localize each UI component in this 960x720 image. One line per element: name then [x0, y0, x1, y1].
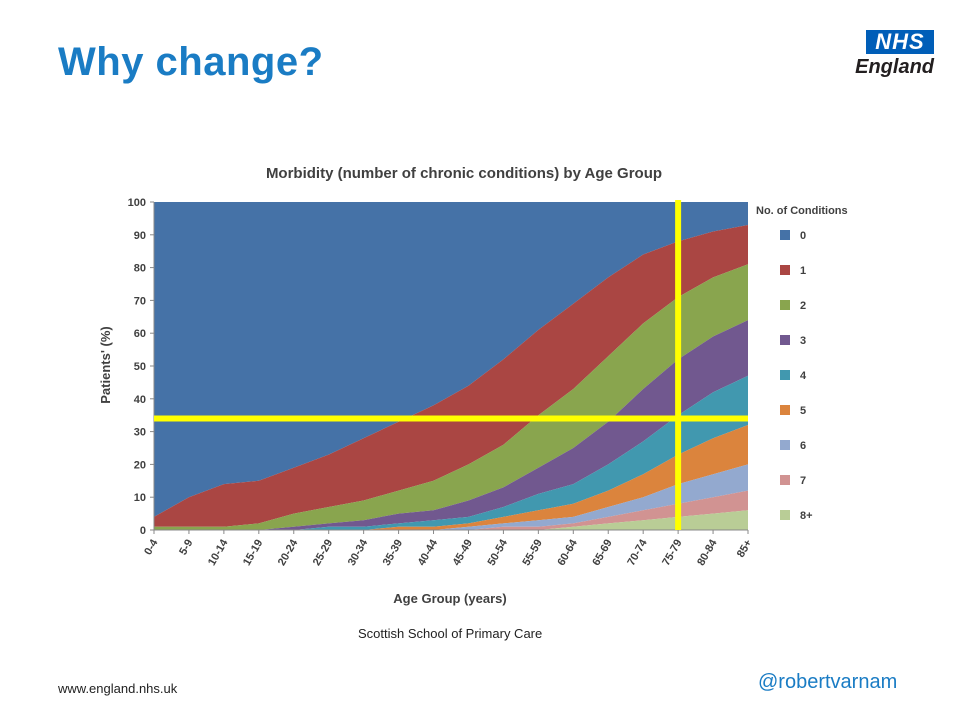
y-tick-label: 90 [134, 230, 146, 242]
x-tick-label: 40-44 [416, 537, 441, 568]
x-tick-label: 75-79 [660, 538, 684, 568]
x-tick-label: 10-14 [206, 537, 231, 568]
legend-title: No. of Conditions [756, 205, 848, 217]
x-axis: 0-4 5-9 10-14 15-19 20-24 25-29 30-34 35-39 40-4… [142, 529, 755, 568]
logo-badge: NHS [866, 30, 934, 54]
y-axis: 0 10 20 30 40 50 60 70 80 90 100 [128, 197, 155, 537]
legend-label: 3 [800, 335, 806, 347]
area-series-5 [154, 425, 748, 530]
y-tick-label: 100 [128, 197, 146, 209]
legend-label: 4 [800, 370, 807, 382]
x-tick-label: 55-59 [520, 538, 544, 568]
legend-swatch [780, 370, 790, 380]
highlight-lines [154, 200, 748, 530]
x-tick-label: 5-9 [177, 538, 195, 558]
slide-title: Why change? [58, 40, 324, 84]
y-tick-label: 20 [134, 459, 146, 471]
x-tick-label: 30-34 [346, 537, 371, 568]
x-tick-label: 50-54 [486, 537, 511, 568]
x-axis-label: Age Group (years) [393, 591, 506, 606]
area-series-7 [154, 490, 748, 530]
legend-swatch [780, 405, 790, 415]
plot-areas [154, 202, 748, 530]
y-axis-label: Patients' (%) [98, 326, 113, 404]
x-tick-label: 35-39 [381, 538, 405, 568]
logo-subtitle: England [855, 56, 934, 78]
x-tick-label: 0-4 [142, 537, 161, 558]
legend-label: 2 [800, 300, 806, 312]
area-series-6 [154, 464, 748, 530]
area-series-8+ [154, 510, 748, 530]
morbidity-chart: Morbidity (number of chronic conditions)… [98, 165, 848, 606]
y-tick-label: 50 [134, 361, 146, 373]
footer-url: www.england.nhs.uk [58, 681, 178, 696]
legend-swatch [780, 475, 790, 485]
y-tick-label: 10 [134, 492, 146, 504]
x-tick-label: 20-24 [276, 537, 301, 568]
chart-title: Morbidity (number of chronic conditions)… [266, 165, 662, 182]
area-series-0 [154, 202, 748, 517]
legend-label: 1 [800, 265, 806, 277]
y-tick-label: 0 [140, 525, 146, 537]
x-tick-label: 60-64 [555, 537, 580, 568]
y-tick-label: 80 [134, 263, 146, 275]
legend-label: 7 [800, 475, 806, 487]
x-tick-label: 80-84 [695, 537, 720, 568]
source-caption: Scottish School of Primary Care [358, 626, 543, 641]
legend: 0 1 2 3 4 5 6 7 8+ [780, 230, 813, 522]
legend-swatch [780, 335, 790, 345]
y-tick-label: 60 [134, 328, 146, 340]
x-tick-label: 85+ [735, 538, 755, 560]
legend-label: 5 [800, 405, 806, 417]
legend-swatch [780, 265, 790, 275]
legend-swatch [780, 440, 790, 450]
twitter-handle: @robertvarnam [758, 671, 898, 693]
area-series-2 [154, 264, 748, 530]
area-series-3 [154, 320, 748, 530]
legend-swatch [780, 510, 790, 520]
legend-swatch [780, 300, 790, 310]
y-tick-label: 40 [134, 394, 146, 406]
x-tick-label: 45-49 [451, 538, 475, 568]
legend-label: 6 [800, 440, 806, 452]
area-series-1 [154, 225, 748, 527]
x-tick-label: 65-69 [590, 538, 614, 568]
legend-swatch [780, 230, 790, 240]
area-series-4 [154, 375, 748, 530]
y-tick-label: 70 [134, 295, 146, 307]
x-tick-label: 15-19 [241, 538, 265, 568]
x-tick-label: 70-74 [625, 537, 650, 568]
x-tick-label: 25-29 [311, 538, 335, 568]
legend-label: 8+ [800, 510, 813, 522]
y-tick-label: 30 [134, 427, 146, 439]
legend-label: 0 [800, 230, 806, 242]
nhs-england-logo: NHS England [848, 30, 934, 80]
